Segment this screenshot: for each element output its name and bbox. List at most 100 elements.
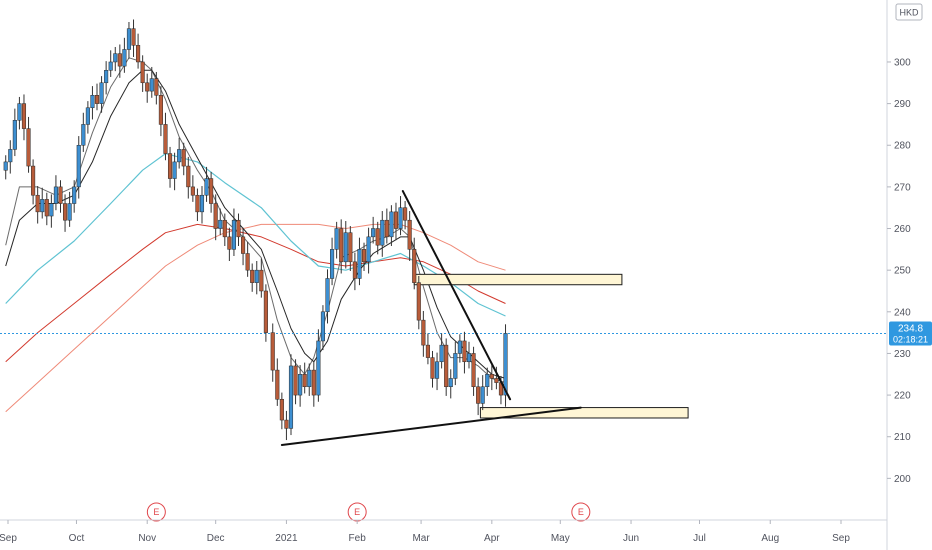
candle (416, 275, 421, 330)
y-tick-label: 230 (894, 349, 911, 360)
candle-body (384, 219, 389, 238)
candle (85, 101, 90, 134)
candle (462, 331, 467, 374)
candle (425, 333, 430, 365)
candle-body (489, 374, 494, 379)
support-trendline (280, 406, 582, 447)
candle-body (35, 194, 40, 213)
upper-zone (413, 273, 623, 286)
candle-body (99, 82, 104, 104)
x-axis[interactable]: Sep Oct Nov Dec 2021 Feb Mar Apr May Jun Jul Aug Sep (0, 519, 887, 544)
candle (53, 175, 58, 211)
candle-body (330, 249, 335, 279)
candles (3, 19, 508, 441)
candle-body (421, 319, 426, 346)
x-tick-label: May (551, 533, 570, 544)
candle (298, 365, 303, 407)
candle (403, 201, 408, 230)
candle-body (131, 28, 136, 46)
y-tick-label: 220 (894, 391, 911, 402)
candle (398, 196, 403, 236)
candle (284, 410, 289, 441)
y-axis[interactable]: 200 210 220 230 240 250 260 270 280 290 300 (886, 0, 911, 550)
candle-body (44, 199, 49, 217)
candle-body (407, 219, 412, 250)
candle (204, 166, 209, 202)
candle-body (471, 353, 476, 388)
candle-body (288, 365, 294, 429)
candle (190, 175, 195, 202)
candle (63, 194, 68, 232)
candle-body (311, 369, 316, 396)
candle-body (462, 340, 467, 363)
candle-body (113, 53, 118, 63)
x-tick-label: Apr (484, 533, 500, 544)
candle (352, 252, 357, 291)
candle (503, 324, 508, 407)
candle-body (371, 228, 376, 238)
candle (209, 171, 214, 213)
candle (357, 237, 362, 286)
earnings-marker-label: E (578, 507, 584, 517)
candle-body (398, 207, 403, 229)
resistance-trendline (401, 190, 512, 401)
x-tick-label: Sep (0, 533, 17, 544)
candle (236, 213, 241, 247)
candle-body (177, 149, 182, 163)
candle-body (361, 249, 367, 263)
candle-body (181, 149, 186, 167)
x-tick-label: Feb (349, 533, 367, 544)
candle-body (263, 290, 268, 333)
candle (275, 358, 280, 406)
candle-body (485, 374, 490, 388)
candle-body (158, 95, 163, 125)
candle-body (275, 369, 280, 400)
candle-body (104, 70, 109, 84)
x-tick-label: 2021 (275, 533, 298, 544)
candle (90, 86, 95, 120)
candle-body (199, 194, 205, 213)
candle-body (40, 199, 45, 213)
candle (384, 208, 389, 244)
candle (457, 334, 462, 363)
candle-body (85, 107, 90, 125)
candle-body (412, 249, 417, 283)
candle (250, 263, 255, 292)
candle (12, 108, 17, 157)
candle (412, 237, 417, 290)
candle (241, 227, 246, 266)
candle-body (503, 333, 508, 396)
candle (199, 186, 205, 224)
currency-badge[interactable]: HKD (895, 3, 923, 21)
candle (380, 211, 385, 257)
candle-body (320, 311, 325, 342)
candle-body (94, 95, 100, 104)
candle-body (343, 232, 348, 263)
candle (99, 76, 104, 113)
candle-body (81, 124, 86, 146)
x-tick-label: Mar (412, 533, 430, 544)
candle (231, 208, 236, 257)
candle-body (63, 203, 68, 221)
earnings-marker-label: E (354, 507, 360, 517)
candle-body (12, 120, 17, 150)
candle (172, 152, 177, 191)
candle (245, 241, 250, 277)
candle (288, 354, 294, 436)
candle-body (393, 211, 399, 229)
candle-body (58, 186, 63, 204)
candle (254, 261, 259, 295)
candle-body (126, 28, 132, 50)
candle-body (53, 186, 58, 204)
candle (453, 341, 458, 386)
candle (476, 377, 481, 416)
candle-body (227, 236, 232, 250)
sma-fast-line (5, 57, 506, 384)
candle-body (425, 344, 430, 358)
candle (371, 216, 376, 244)
candle (163, 112, 168, 161)
y-tick-label: 240 (894, 307, 911, 318)
candle-body (149, 78, 154, 92)
candle-body (136, 45, 141, 63)
